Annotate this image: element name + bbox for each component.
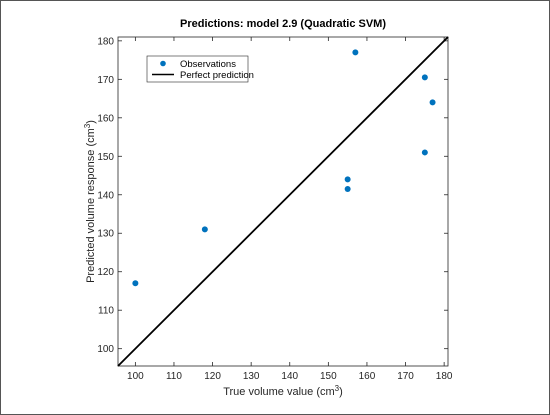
axis-ticks: [118, 37, 448, 366]
observation-point-1: [132, 280, 139, 287]
y-tick-label: 140: [97, 190, 114, 201]
observation-point-8: [429, 99, 436, 106]
y-axis-label-sup: 3: [83, 123, 92, 128]
legend-observations-label: Observations: [180, 59, 236, 70]
chart-title: Predictions: model 2.9 (Quadratic SVM): [180, 18, 386, 30]
observation-point-4: [344, 185, 351, 192]
x-tick-label: 160: [359, 371, 376, 382]
y-tick-label: 150: [97, 152, 114, 163]
y-tick-label: 110: [98, 306, 114, 317]
x-axis-label-main: True volume value (cm: [223, 386, 334, 398]
observation-point-7: [421, 149, 428, 156]
x-axis-label-end: ): [339, 386, 343, 398]
legend-perfect-prediction-label: Perfect prediction: [180, 70, 254, 81]
observation-point-3: [344, 176, 351, 183]
y-tick-label: 180: [97, 36, 114, 47]
y-tick-label: 170: [97, 75, 114, 86]
observation-point-5: [352, 49, 359, 56]
y-tick-label: 160: [97, 113, 114, 124]
y-axis-label-end: ): [85, 120, 97, 124]
observation-point-2: [201, 226, 208, 233]
y-tick-label: 120: [97, 267, 114, 278]
x-tick-label: 180: [436, 371, 453, 382]
x-tick-label: 140: [281, 371, 298, 382]
x-tick-label: 100: [127, 371, 144, 382]
observation-points: [132, 49, 436, 287]
y-axis-label-main: Predicted volume response (cm: [85, 128, 97, 283]
x-tick-label: 110: [166, 371, 182, 382]
y-tick-label: 130: [97, 229, 114, 240]
observation-point-6: [421, 74, 428, 81]
x-axis-label-sup: 3: [335, 384, 340, 393]
x-tick-label: 170: [397, 371, 414, 382]
plot-area: 100 110 120 130 140 150 160 170 180 100 110 120 130 1…: [97, 36, 453, 382]
legend: Observations Perfect prediction: [146, 55, 254, 83]
y-axis-label: Predicted volume response (cm3): [83, 120, 98, 283]
x-tick-label: 130: [243, 371, 260, 382]
axis-tick-labels: 100 110 120 130 140 150 160 170 180 100 110 120 130 1…: [97, 36, 453, 382]
legend-observations-marker: [160, 60, 166, 67]
legend-box: [146, 55, 249, 83]
x-tick-label: 120: [204, 371, 221, 382]
x-axis-label: True volume value (cm3): [223, 384, 343, 399]
perfect-prediction-line: [117, 36, 449, 367]
y-tick-label: 100: [97, 344, 114, 355]
x-tick-label: 150: [320, 371, 337, 382]
